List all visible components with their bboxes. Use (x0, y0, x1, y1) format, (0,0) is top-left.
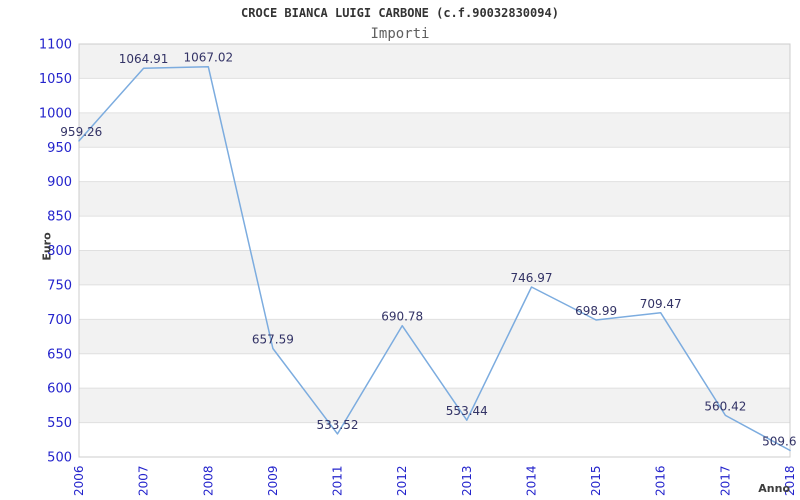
y-tick-label: 1000 (39, 106, 72, 121)
plot-band (79, 250, 790, 285)
y-tick-label: 800 (47, 244, 72, 259)
x-tick-label: 2017 (718, 465, 732, 496)
y-tick-label: 1050 (39, 72, 72, 87)
data-point-label: 560.42 (704, 399, 746, 413)
plot-band (79, 353, 790, 389)
plot-band (79, 284, 790, 320)
data-point-label: 698.99 (575, 304, 617, 318)
y-tick-label: 700 (47, 313, 72, 328)
data-point-label: 657.59 (252, 333, 294, 347)
y-tick-label: 650 (47, 347, 72, 362)
plot-band (79, 147, 790, 182)
y-tick-label: 500 (47, 451, 72, 466)
plot-band (79, 181, 790, 217)
plot-band (79, 319, 790, 354)
x-tick-label: 2018 (783, 465, 797, 496)
y-tick-label: 550 (47, 416, 72, 431)
data-point-label: 746.97 (511, 271, 553, 285)
plot-border (78, 43, 791, 458)
x-tick-label: 2014 (525, 465, 539, 496)
x-tick-label: 2007 (137, 465, 151, 496)
data-line (78, 65, 791, 452)
plot-band (79, 422, 790, 457)
data-point-label: 709.47 (640, 297, 682, 311)
data-point-label: 553.44 (446, 404, 488, 418)
y-tick-label: 750 (47, 278, 72, 293)
plot-band (79, 388, 790, 423)
x-tick-label: 2016 (654, 465, 668, 496)
plot-band (79, 44, 790, 79)
x-tick-label: 2012 (395, 465, 409, 496)
y-tick-label: 900 (47, 175, 72, 190)
x-tick-label: 2011 (331, 465, 345, 496)
plot-band (79, 112, 790, 148)
chart-subtitle: Importi (370, 26, 430, 42)
data-point-label: 690.78 (381, 310, 423, 324)
x-tick-label: 2008 (201, 465, 215, 496)
plot-band (79, 216, 790, 251)
data-point-label: 1067.02 (183, 51, 233, 65)
data-point-label: 1064.91 (119, 52, 169, 66)
y-axis-title: Euro (40, 232, 54, 261)
plot-band (79, 78, 790, 113)
y-tick-label: 950 (47, 141, 72, 156)
data-point-label: 533.52 (317, 418, 359, 432)
x-tick-label: 2006 (72, 465, 86, 496)
x-tick-label: 2013 (460, 465, 474, 496)
data-point-label: 509.6 (762, 434, 796, 448)
x-tick-label: 2009 (266, 465, 280, 496)
x-axis-title: Anno (758, 482, 790, 495)
y-tick-label: 850 (47, 210, 72, 225)
y-tick-label: 600 (47, 382, 72, 397)
data-point-label: 959.26 (60, 125, 102, 139)
chart-title: CROCE BIANCA LUIGI CARBONE (c.f.90032830… (241, 6, 559, 20)
y-tick-label: 1100 (39, 38, 72, 53)
x-tick-label: 2015 (589, 465, 603, 496)
